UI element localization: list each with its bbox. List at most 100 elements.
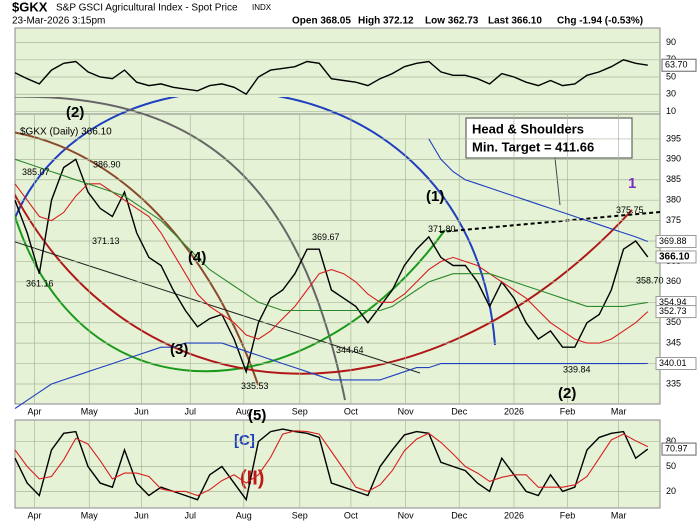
symbol: $GKX [12,0,48,14]
callout-pointer [554,157,561,206]
price-label: 369.88 [659,236,687,246]
price-label-box [655,250,697,264]
x-tick-label: Mar [611,510,627,520]
price-label-box [655,235,697,249]
point-label: 371.80 [428,224,456,234]
point-label: 335.53 [241,381,269,391]
rsi-panel [14,27,661,115]
date: 23-Mar-2026 3:15pm [12,16,105,27]
neckline [439,211,660,233]
callout-box [465,117,633,159]
quote-item: High 372.12 [358,16,414,27]
y-tick-label: 395 [666,133,681,143]
x-tick-label: Oct [344,510,359,520]
x-tick-label: Dec [451,510,468,520]
y-tick-label: 90 [666,37,676,47]
series-line [14,342,648,409]
value-label: 70.97 [665,443,688,453]
x-tick-label: Oct [344,406,359,416]
point-label: 375.75 [616,205,644,215]
x-tick-label: Apr [27,510,41,520]
index-name: S&P GSCI Agricultural Index - Spot Price [56,3,238,14]
x-tick-label: Aug [236,510,252,520]
annotation: (2) [558,385,576,402]
price-label: 352.73 [659,306,687,316]
y-tick-label: 30 [666,89,676,99]
annotation: (2) [66,104,84,121]
x-tick-label: Feb [560,406,576,416]
annotation: (1) [426,188,444,205]
annotation: (4) [188,249,206,266]
arc [15,97,346,401]
x-tick-label: 2026 [504,510,524,520]
quote-item: Low 362.73 [425,16,479,27]
annotation: Min. Target = 411.66 [472,139,594,154]
value-label: 63.70 [665,60,688,70]
annotation: (3) [170,341,188,358]
point-label: 385.07 [22,167,50,177]
y-tick-label: 390 [666,154,681,164]
x-tick-label: Aug [236,406,252,416]
series-line [14,430,649,497]
series-line [14,428,649,502]
y-tick-label: 80 [666,436,676,446]
x-tick-label: Jul [184,510,196,520]
quote: Open 368.05 High 372.12 Low 362.73 Last 366… [292,16,643,27]
y-tick-label: 50 [666,461,676,471]
quote-item: Last 366.10 [488,16,542,27]
exchange: INDX [252,3,272,12]
quote-item: Chg -1.94 (-0.53%) [557,16,643,27]
y-tick-label: 10 [666,106,676,116]
x-tick-label: Nov [398,406,415,416]
x-tick-label: May [81,406,99,416]
price-label-box [655,305,697,319]
annotation: (5) [248,407,266,424]
x-tick-label: Sep [292,406,308,416]
arc [15,192,633,375]
series-line [14,59,648,96]
x-tick-label: Sep [292,510,308,520]
quote-item: Open 368.05 [292,16,351,27]
y-tick-label: 50 [666,71,676,81]
point-label: 371.13 [92,236,120,246]
x-tick-label: Feb [560,510,576,520]
x-tick-label: 2026 [504,406,524,416]
price-label-box [655,357,697,371]
y-tick-label: 360 [666,276,681,286]
trend-line [15,241,421,374]
point-label: 386.90 [93,159,121,169]
x-tick-label: May [81,510,99,520]
y-tick-label: 350 [666,317,681,327]
stoch-panel [14,419,661,509]
annotation: Head & Shoulders [472,121,584,136]
x-tick-label: Jun [134,406,149,416]
point-label: 361.16 [26,279,54,289]
x-tick-label: Nov [398,510,415,520]
x-tick-label: Jun [134,510,149,520]
y-tick-label: 375 [666,215,681,225]
y-tick-label: 20 [666,486,676,496]
value-label-box [661,58,697,72]
y-tick-label: 385 [666,174,681,184]
series-line [14,158,648,312]
y-tick-label: 345 [666,338,681,348]
y-tick-label: 380 [666,195,681,205]
series-line [428,138,648,243]
x-tick-label: Dec [451,406,468,416]
legend: $GKX (Daily) 366.10 [20,127,112,138]
price-label: 354.94 [659,297,687,307]
x-tick-label: Jul [184,406,196,416]
series-line [14,183,649,344]
annotation: [C] [234,432,255,449]
point-label: 358.70 [636,276,664,286]
series-line [14,158,649,375]
point-label: 344.64 [336,345,364,355]
value-label-box [661,442,697,456]
price-panel [14,113,661,405]
point-label: 369.67 [312,232,340,242]
annotation: 1 [628,175,636,192]
y-tick-label: 335 [666,378,681,388]
annotation: (II) [240,467,264,489]
x-tick-label: Mar [611,406,627,416]
